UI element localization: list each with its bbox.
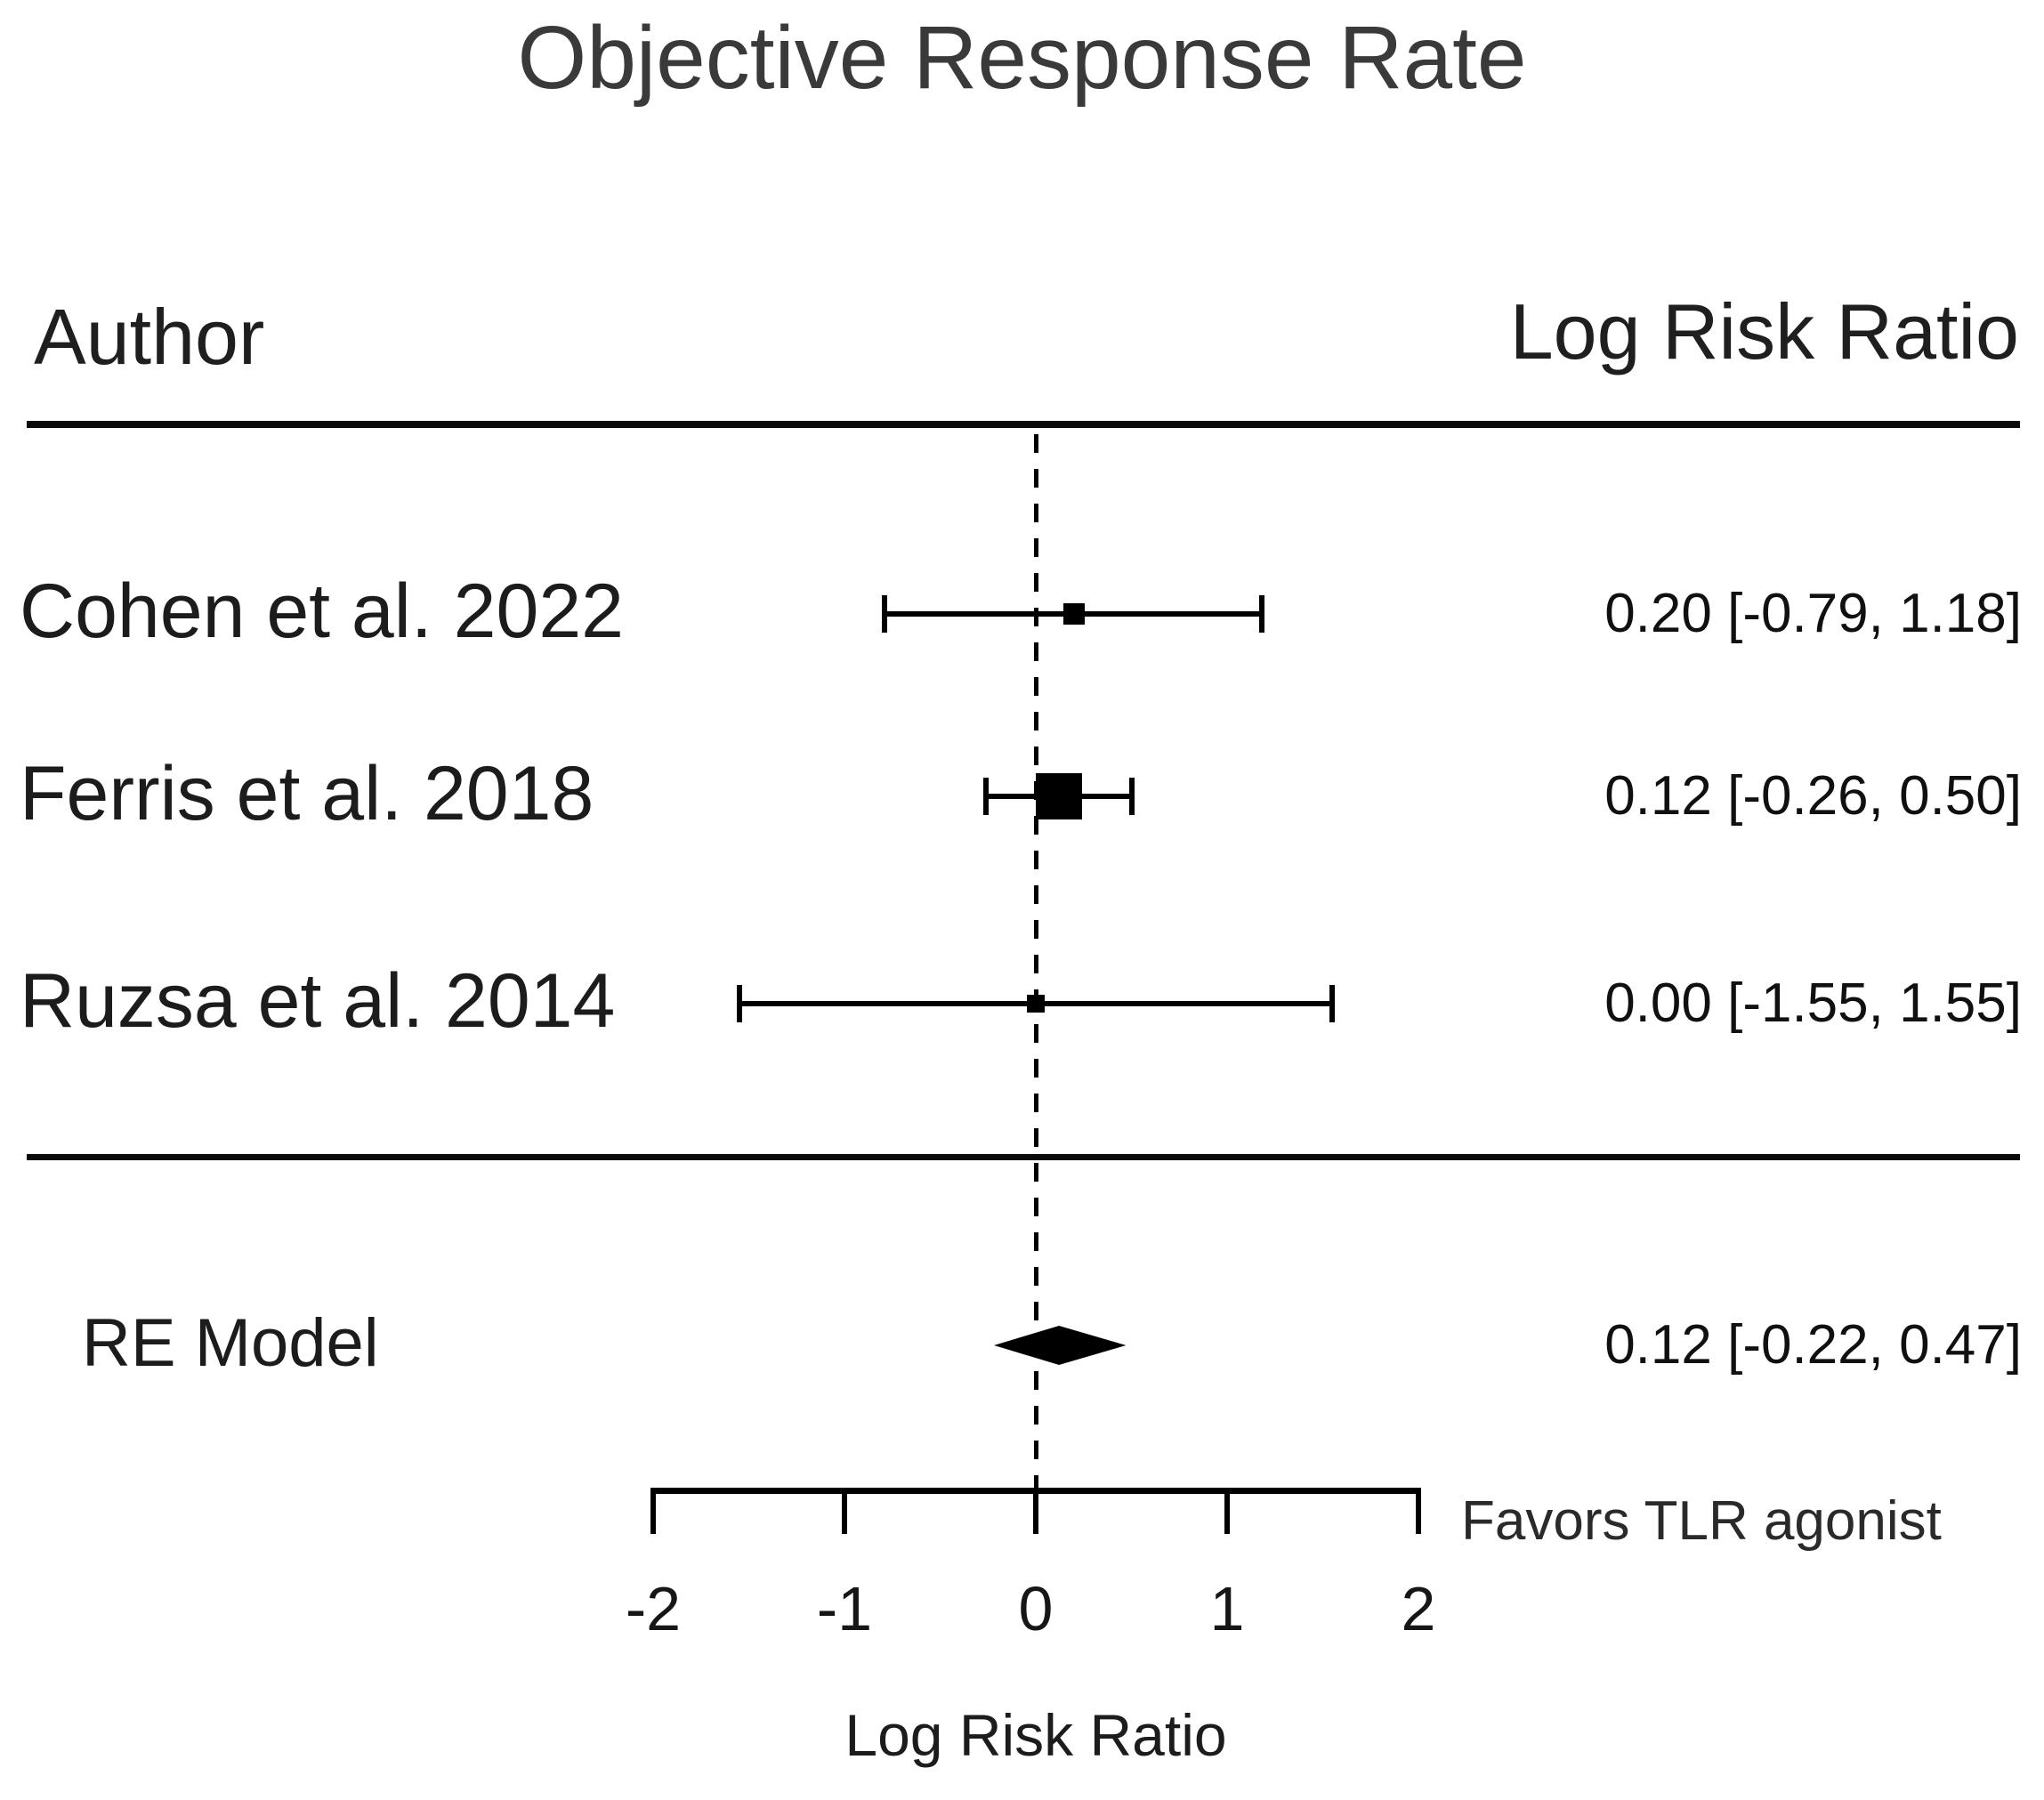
effect-value-label: 0.20 [-0.79, 1.18] xyxy=(1604,583,2022,644)
chart-title: Objective Response Rate xyxy=(517,8,1527,108)
x-axis-tick-label: 0 xyxy=(1018,1574,1054,1643)
ci-cap-left xyxy=(882,595,888,633)
x-axis-tick xyxy=(1416,1488,1421,1534)
x-axis-tick-label: 1 xyxy=(1209,1574,1245,1643)
point-estimate-square xyxy=(1027,995,1045,1013)
point-estimate-square xyxy=(1035,773,1082,819)
effect-column-header: Log Risk Ratio xyxy=(1509,287,2019,375)
ci-cap-left xyxy=(983,778,990,815)
point-estimate-square xyxy=(1063,603,1085,625)
ci-cap-right xyxy=(1128,778,1135,815)
effect-value-label: 0.00 [-1.55, 1.55] xyxy=(1604,973,2022,1034)
x-axis-title: Log Risk Ratio xyxy=(844,1702,1227,1768)
x-axis-tick xyxy=(1224,1488,1230,1534)
summary-rule xyxy=(27,1154,2020,1160)
x-axis-tick-label: -2 xyxy=(625,1574,682,1643)
x-axis-tick xyxy=(650,1488,656,1534)
study-author-label: Ruzsa et al. 2014 xyxy=(20,958,616,1044)
ci-cap-right xyxy=(1258,595,1264,633)
ci-cap-left xyxy=(736,985,742,1022)
zero-reference-line xyxy=(1033,434,1038,1488)
effect-value-label: 0.12 [-0.26, 0.50] xyxy=(1604,765,2022,827)
x-axis-tick xyxy=(1033,1488,1038,1534)
summary-model-label: RE Model xyxy=(82,1305,379,1381)
header-rule xyxy=(27,421,2020,428)
x-axis-tick-label: 2 xyxy=(1401,1574,1436,1643)
ci-cap-right xyxy=(1329,985,1336,1022)
study-author-label: Cohen et al. 2022 xyxy=(20,569,624,654)
x-axis-tick-label: -1 xyxy=(816,1574,873,1643)
study-author-label: Ferris et al. 2018 xyxy=(20,751,594,836)
summary-diamond xyxy=(993,1326,1127,1365)
favors-label: Favors TLR agonist xyxy=(1461,1490,1942,1552)
summary-value-label: 0.12 [-0.22, 0.47] xyxy=(1604,1314,2022,1376)
x-axis-tick xyxy=(842,1488,847,1534)
author-column-header: Author xyxy=(34,293,265,381)
